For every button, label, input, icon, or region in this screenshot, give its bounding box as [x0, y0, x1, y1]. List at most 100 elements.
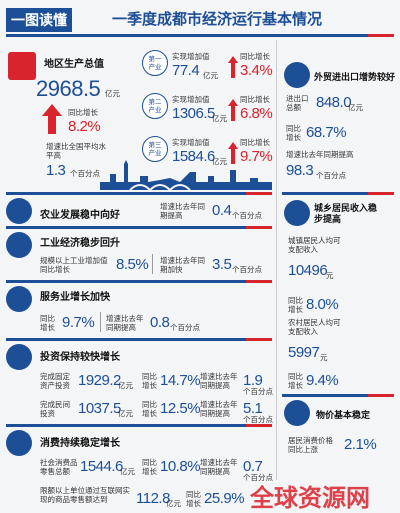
up-arrow [228, 142, 238, 164]
section-rule [6, 424, 272, 427]
industry-growth-label: 同比增长 [240, 52, 270, 61]
investment-compare-label: 增速比去年同期提高 [200, 372, 238, 390]
investment-label: 完成固定资产投资 [40, 372, 70, 390]
income-growth: 9.4% [306, 372, 339, 389]
income-label: 农村居民人均可支配收入 [288, 318, 341, 336]
agriculture-icon [6, 198, 32, 224]
investment-growth-label: 同比增长 [142, 400, 157, 418]
industry-value: 77.4 [172, 62, 200, 79]
consumption-growth-label: 同比增长 [142, 458, 157, 476]
industry-section-compare-value: 3.5 [212, 256, 232, 273]
header-title: 一季度成都市经济运行基本情况 [112, 10, 323, 28]
investment-growth-label: 同比增长 [142, 372, 157, 390]
industry-growth-label: 同比增长 [240, 95, 270, 104]
investment-value: 1037.5 [78, 400, 121, 417]
industry-value: 1584.6 [172, 148, 215, 165]
agriculture-compare-value: 0.4 [212, 202, 232, 219]
services-compare-label: 增速比去年同期提高 [106, 314, 144, 332]
gdp-compare-unit: 个百分点 [70, 169, 100, 178]
industry-growth: 6.8% [240, 105, 273, 122]
consumption-compare-value: 0.7 [243, 458, 263, 475]
trade-total-label: 进出口总额 [286, 94, 309, 112]
investment-icon [6, 344, 32, 370]
prices-title: 物价基本稳定 [316, 411, 371, 421]
up-arrow [42, 104, 62, 134]
section-rule [6, 280, 272, 283]
industry-name: 第三产业 [148, 141, 162, 157]
gdp-value: 2968.5 [36, 76, 101, 101]
section-rule [282, 394, 394, 397]
consumption-unit: 亿元 [120, 467, 135, 476]
consumption-growth: 10.8% [160, 458, 201, 475]
income-label: 城镇居民人均可支配收入 [288, 236, 341, 254]
trade-unit: 亿元 [348, 103, 363, 112]
consumption-label: 社会消费品零售总额 [40, 458, 78, 476]
consumption-label: 限额以上单位通过互联网实现的商品零售额达到 [40, 486, 130, 504]
trade-title: 外贸进出口增势较好 [314, 73, 396, 83]
trade-growth-label: 同比增长 [286, 124, 301, 142]
consumption-value: 1544.6 [80, 458, 123, 475]
consumption-growth: 25.9% [204, 490, 245, 507]
income-growth: 8.0% [306, 296, 339, 313]
up-arrow [228, 99, 238, 121]
industry-section-compare-unit: 个百分点 [232, 265, 262, 274]
industry-growth-label: 同比增长 [240, 138, 270, 147]
industry-growth: 9.7% [240, 148, 273, 165]
investment-compare-value: 1.9 [243, 372, 263, 389]
industry-section-growth: 8.5% [116, 256, 149, 273]
income-title: 城乡居民收入稳步提高 [314, 204, 378, 225]
consumption-value: 112.8 [136, 490, 170, 507]
up-arrow [228, 56, 238, 78]
section-rule [6, 338, 272, 341]
prices-icon [284, 400, 310, 426]
consumption-growth-label: 同比增长 [186, 490, 201, 508]
trade-compare-value: 98.3 [286, 162, 314, 179]
trade-compare-unit: 个百分点 [316, 171, 346, 180]
consumption-compare-label: 增速比去年同期提高 [200, 458, 238, 476]
investment-compare-unit: 个百分点 [243, 387, 273, 396]
header-rule [6, 34, 394, 37]
income-growth-label: 同比增长 [288, 296, 303, 314]
gdp-compare-value: 1.3 [46, 162, 66, 179]
gdp-title: 地区生产总值 [44, 59, 104, 70]
income-growth-label: 同比增长 [288, 372, 303, 390]
services-compare-value: 0.8 [150, 314, 170, 331]
trade-compare-label: 增速比去年同期提高 [286, 150, 354, 159]
investment-compare-unit: 个百分点 [243, 415, 273, 424]
industry-label: 实现增加值 [172, 52, 210, 61]
agriculture-title: 农业发展稳中向好 [40, 210, 120, 221]
trade-growth: 68.7% [306, 124, 347, 141]
industry-unit: 亿元 [203, 71, 218, 80]
section-rule [6, 226, 272, 229]
watermark: 全球资源网 [250, 484, 370, 512]
gdp-icon [8, 52, 36, 80]
skyline [100, 160, 272, 190]
income-value: 5997 [288, 344, 320, 361]
industry-badge: 第三产业 [142, 136, 168, 162]
investment-compare-label: 增速比去年同期提高 [200, 400, 238, 418]
prices-label: 居民消费价格同比上涨 [288, 436, 333, 454]
investment-growth: 12.5% [160, 400, 201, 417]
industry-growth: 3.4% [240, 62, 273, 79]
industry-section-label: 规模以上工业增加值同比增长 [40, 256, 108, 274]
income-icon [284, 200, 310, 226]
industry-unit: 亿元 [212, 114, 227, 123]
investment-label: 完成民间投资 [40, 400, 70, 418]
industry-badge: 第一产业 [142, 50, 168, 76]
gdp-growth: 8.2% [68, 118, 101, 135]
services-title: 服务业增长加快 [40, 292, 110, 303]
industry-icon [6, 232, 32, 258]
agriculture-compare-label: 增速比去年同期提高 [160, 202, 205, 220]
gdp-unit: 亿元 [105, 89, 120, 98]
industry-unit: 亿元 [212, 157, 227, 166]
column-divider [276, 40, 277, 480]
trade-icon [284, 62, 310, 88]
industry-name: 第二产业 [148, 98, 162, 114]
divider [152, 254, 153, 274]
section-rule [6, 192, 272, 195]
industry-badge: 第二产业 [142, 93, 168, 119]
industry-name: 第一产业 [148, 55, 162, 71]
income-unit: 元 [326, 271, 334, 280]
consumption-compare-unit: 个百分点 [243, 473, 273, 482]
prices-value: 2.1% [344, 436, 377, 453]
